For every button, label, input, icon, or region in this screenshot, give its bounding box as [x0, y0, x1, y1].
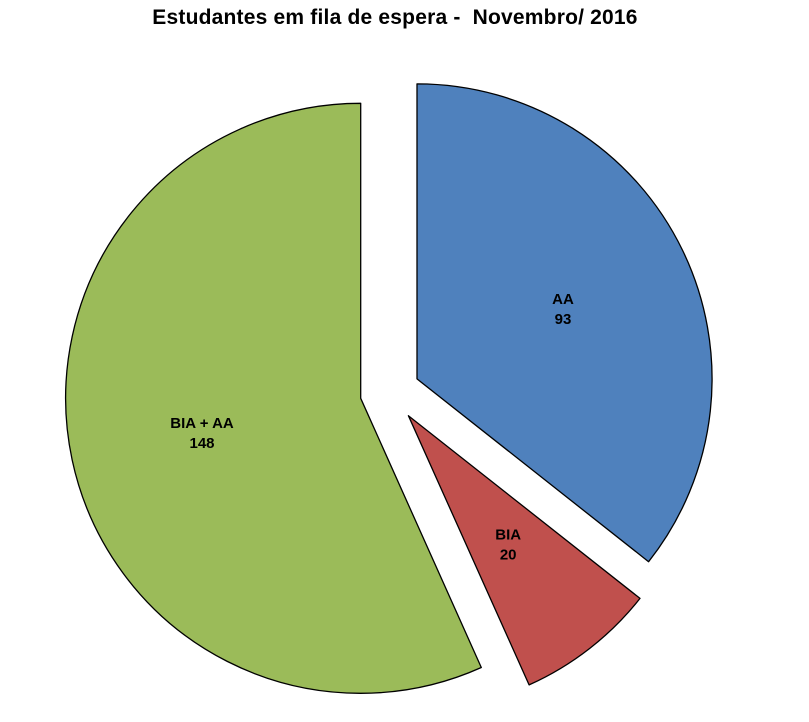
pie-slice-AA [416, 83, 713, 563]
pie-slice-label: AA 93 [552, 291, 574, 328]
pie-slice-label: BIA 20 [495, 527, 521, 564]
pie-slice-BIA [407, 415, 641, 686]
pie-slice-BIA-AA [65, 102, 482, 694]
chart-title: Estudantes em fila de espera - Novembro/… [152, 6, 638, 29]
pie-slice-label: BIA + AA 148 [170, 415, 234, 452]
